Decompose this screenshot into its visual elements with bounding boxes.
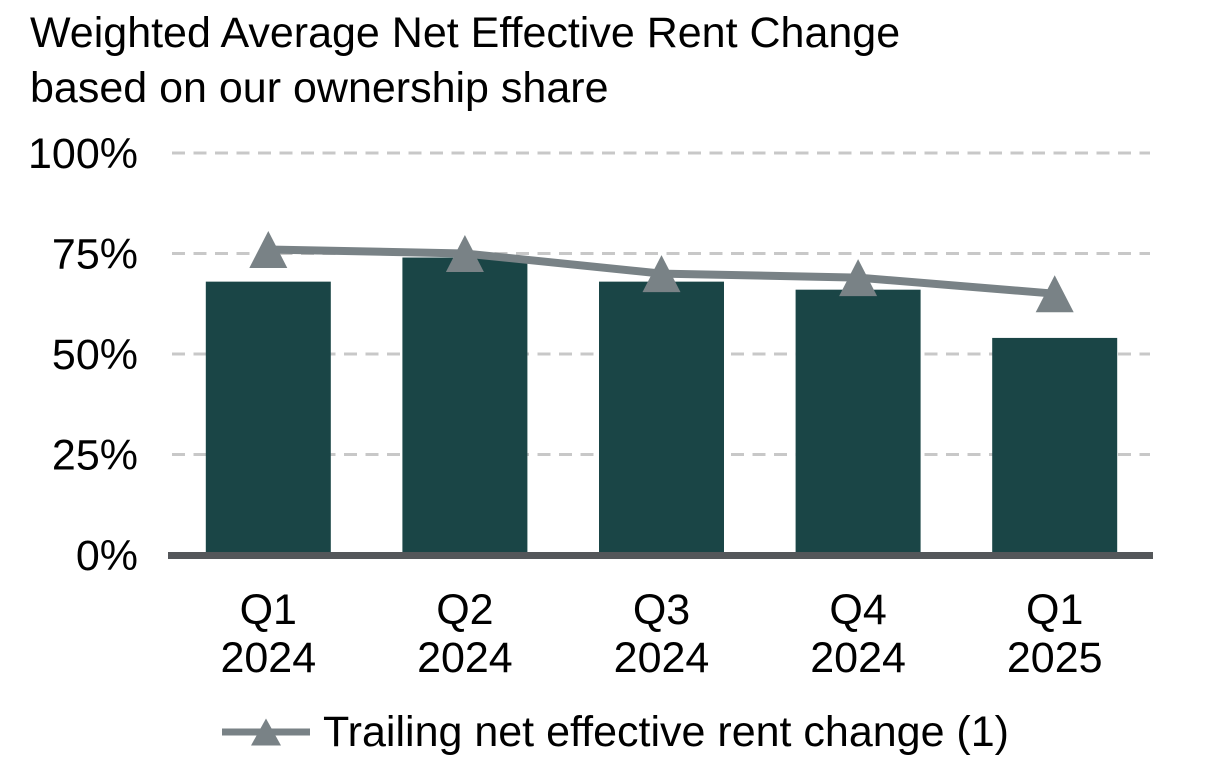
y-tick-label-75: 75% xyxy=(52,231,138,279)
y-tick-label-25: 25% xyxy=(52,432,138,480)
x-tick-quarter-1: Q1 xyxy=(240,586,297,634)
bar-1 xyxy=(205,281,331,555)
x-tick-year-2: 2024 xyxy=(417,634,513,682)
x-tick-quarter-2: Q2 xyxy=(436,586,493,634)
trend-marker-3 xyxy=(642,255,681,293)
x-tick-quarter-5: Q1 xyxy=(1026,586,1083,634)
bar-4 xyxy=(795,289,921,555)
trend-marker-1 xyxy=(249,230,288,268)
trend-marker-5 xyxy=(1035,275,1074,313)
legend-label: Trailing net effective rent change (1) xyxy=(323,707,1009,756)
x-tick-year-3: 2024 xyxy=(614,634,710,682)
bar-2 xyxy=(402,257,528,555)
x-tick-quarter-4: Q4 xyxy=(829,586,886,634)
legend-marker-icon xyxy=(222,718,310,746)
y-tick-label-50: 50% xyxy=(52,331,138,379)
chart-title-line2: based on our ownership share xyxy=(30,64,609,112)
chart-title-line1: Weighted Average Net Effective Rent Chan… xyxy=(30,9,901,57)
y-tick-label-100: 100% xyxy=(28,130,138,178)
x-axis-line xyxy=(168,552,1153,559)
y-tick-label-0: 0% xyxy=(76,532,138,580)
x-tick-quarter-3: Q3 xyxy=(633,586,690,634)
chart-title: Weighted Average Net Effective Rent Chan… xyxy=(30,6,900,116)
x-tick-year-5: 2025 xyxy=(1007,634,1103,682)
bar-5 xyxy=(992,337,1118,555)
legend: Trailing net effective rent change (1) xyxy=(218,706,1009,758)
legend-triangle-icon xyxy=(251,718,281,746)
trend-marker-4 xyxy=(839,259,878,297)
x-tick-year-1: 2024 xyxy=(220,634,316,682)
x-tick-year-4: 2024 xyxy=(810,634,906,682)
trend-marker-2 xyxy=(445,235,484,272)
bar-3 xyxy=(599,281,724,555)
